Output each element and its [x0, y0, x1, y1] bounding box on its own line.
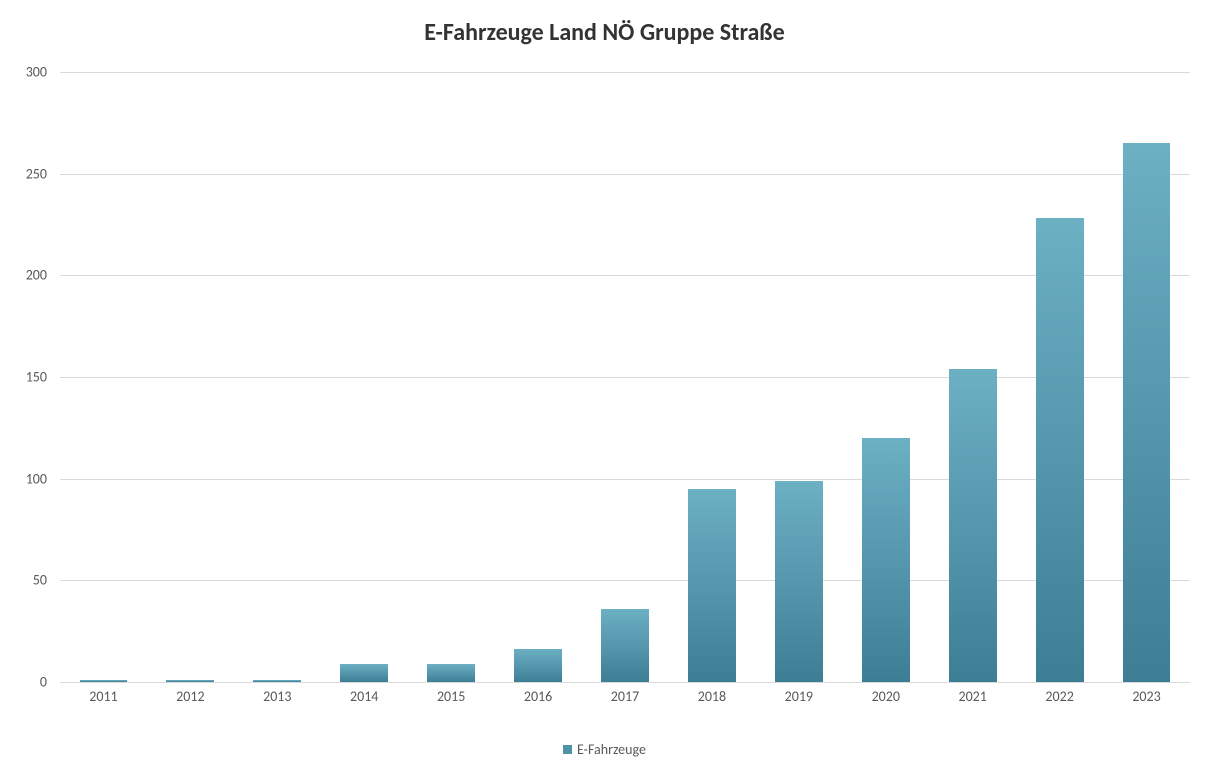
y-tick-label: 300 — [26, 64, 47, 81]
bar — [514, 649, 562, 682]
y-tick-label: 150 — [26, 369, 47, 386]
x-axis: 2011 2012 2013 2014 2015 2016 2017 2018 2019 2020… — [60, 688, 1190, 712]
bar — [949, 369, 997, 682]
y-tick-label: 0 — [40, 674, 47, 691]
bar — [775, 481, 823, 682]
bar — [166, 680, 214, 682]
bar — [1036, 218, 1084, 682]
bar — [688, 489, 736, 682]
bar-chart: E-Fahrzeuge Land NÖ Gruppe Straße 0 50 100… — [0, 0, 1209, 772]
x-tick-label: 2019 — [785, 688, 813, 705]
x-tick-label: 2021 — [958, 688, 986, 705]
y-tick-label: 200 — [26, 267, 47, 284]
bar — [601, 609, 649, 682]
chart-title: E-Fahrzeuge Land NÖ Gruppe Straße — [0, 0, 1209, 55]
x-tick-label: 2023 — [1132, 688, 1160, 705]
x-tick-label: 2022 — [1045, 688, 1073, 705]
y-axis: 050100150200250300 — [0, 72, 55, 682]
x-tick-label: 2020 — [872, 688, 900, 705]
gridline — [60, 682, 1190, 683]
x-tick-label: 2014 — [350, 688, 378, 705]
x-tick-label: 2011 — [89, 688, 117, 705]
x-tick-label: 2012 — [176, 688, 204, 705]
plot-area — [60, 72, 1190, 682]
legend: E-Fahrzeuge — [0, 740, 1209, 758]
bar — [253, 680, 301, 682]
bar — [80, 680, 128, 682]
bars-group — [60, 72, 1190, 682]
bar — [1123, 143, 1171, 682]
x-tick-label: 2013 — [263, 688, 291, 705]
x-tick-label: 2016 — [524, 688, 552, 705]
x-tick-label: 2018 — [698, 688, 726, 705]
bar — [862, 438, 910, 682]
y-tick-label: 250 — [26, 165, 47, 182]
x-tick-label: 2017 — [611, 688, 639, 705]
x-tick-label: 2015 — [437, 688, 465, 705]
y-tick-label: 50 — [33, 572, 47, 589]
bar — [340, 664, 388, 682]
y-tick-label: 100 — [26, 470, 47, 487]
legend-swatch — [563, 745, 572, 754]
bar — [427, 664, 475, 682]
legend-label: E-Fahrzeuge — [577, 741, 646, 758]
